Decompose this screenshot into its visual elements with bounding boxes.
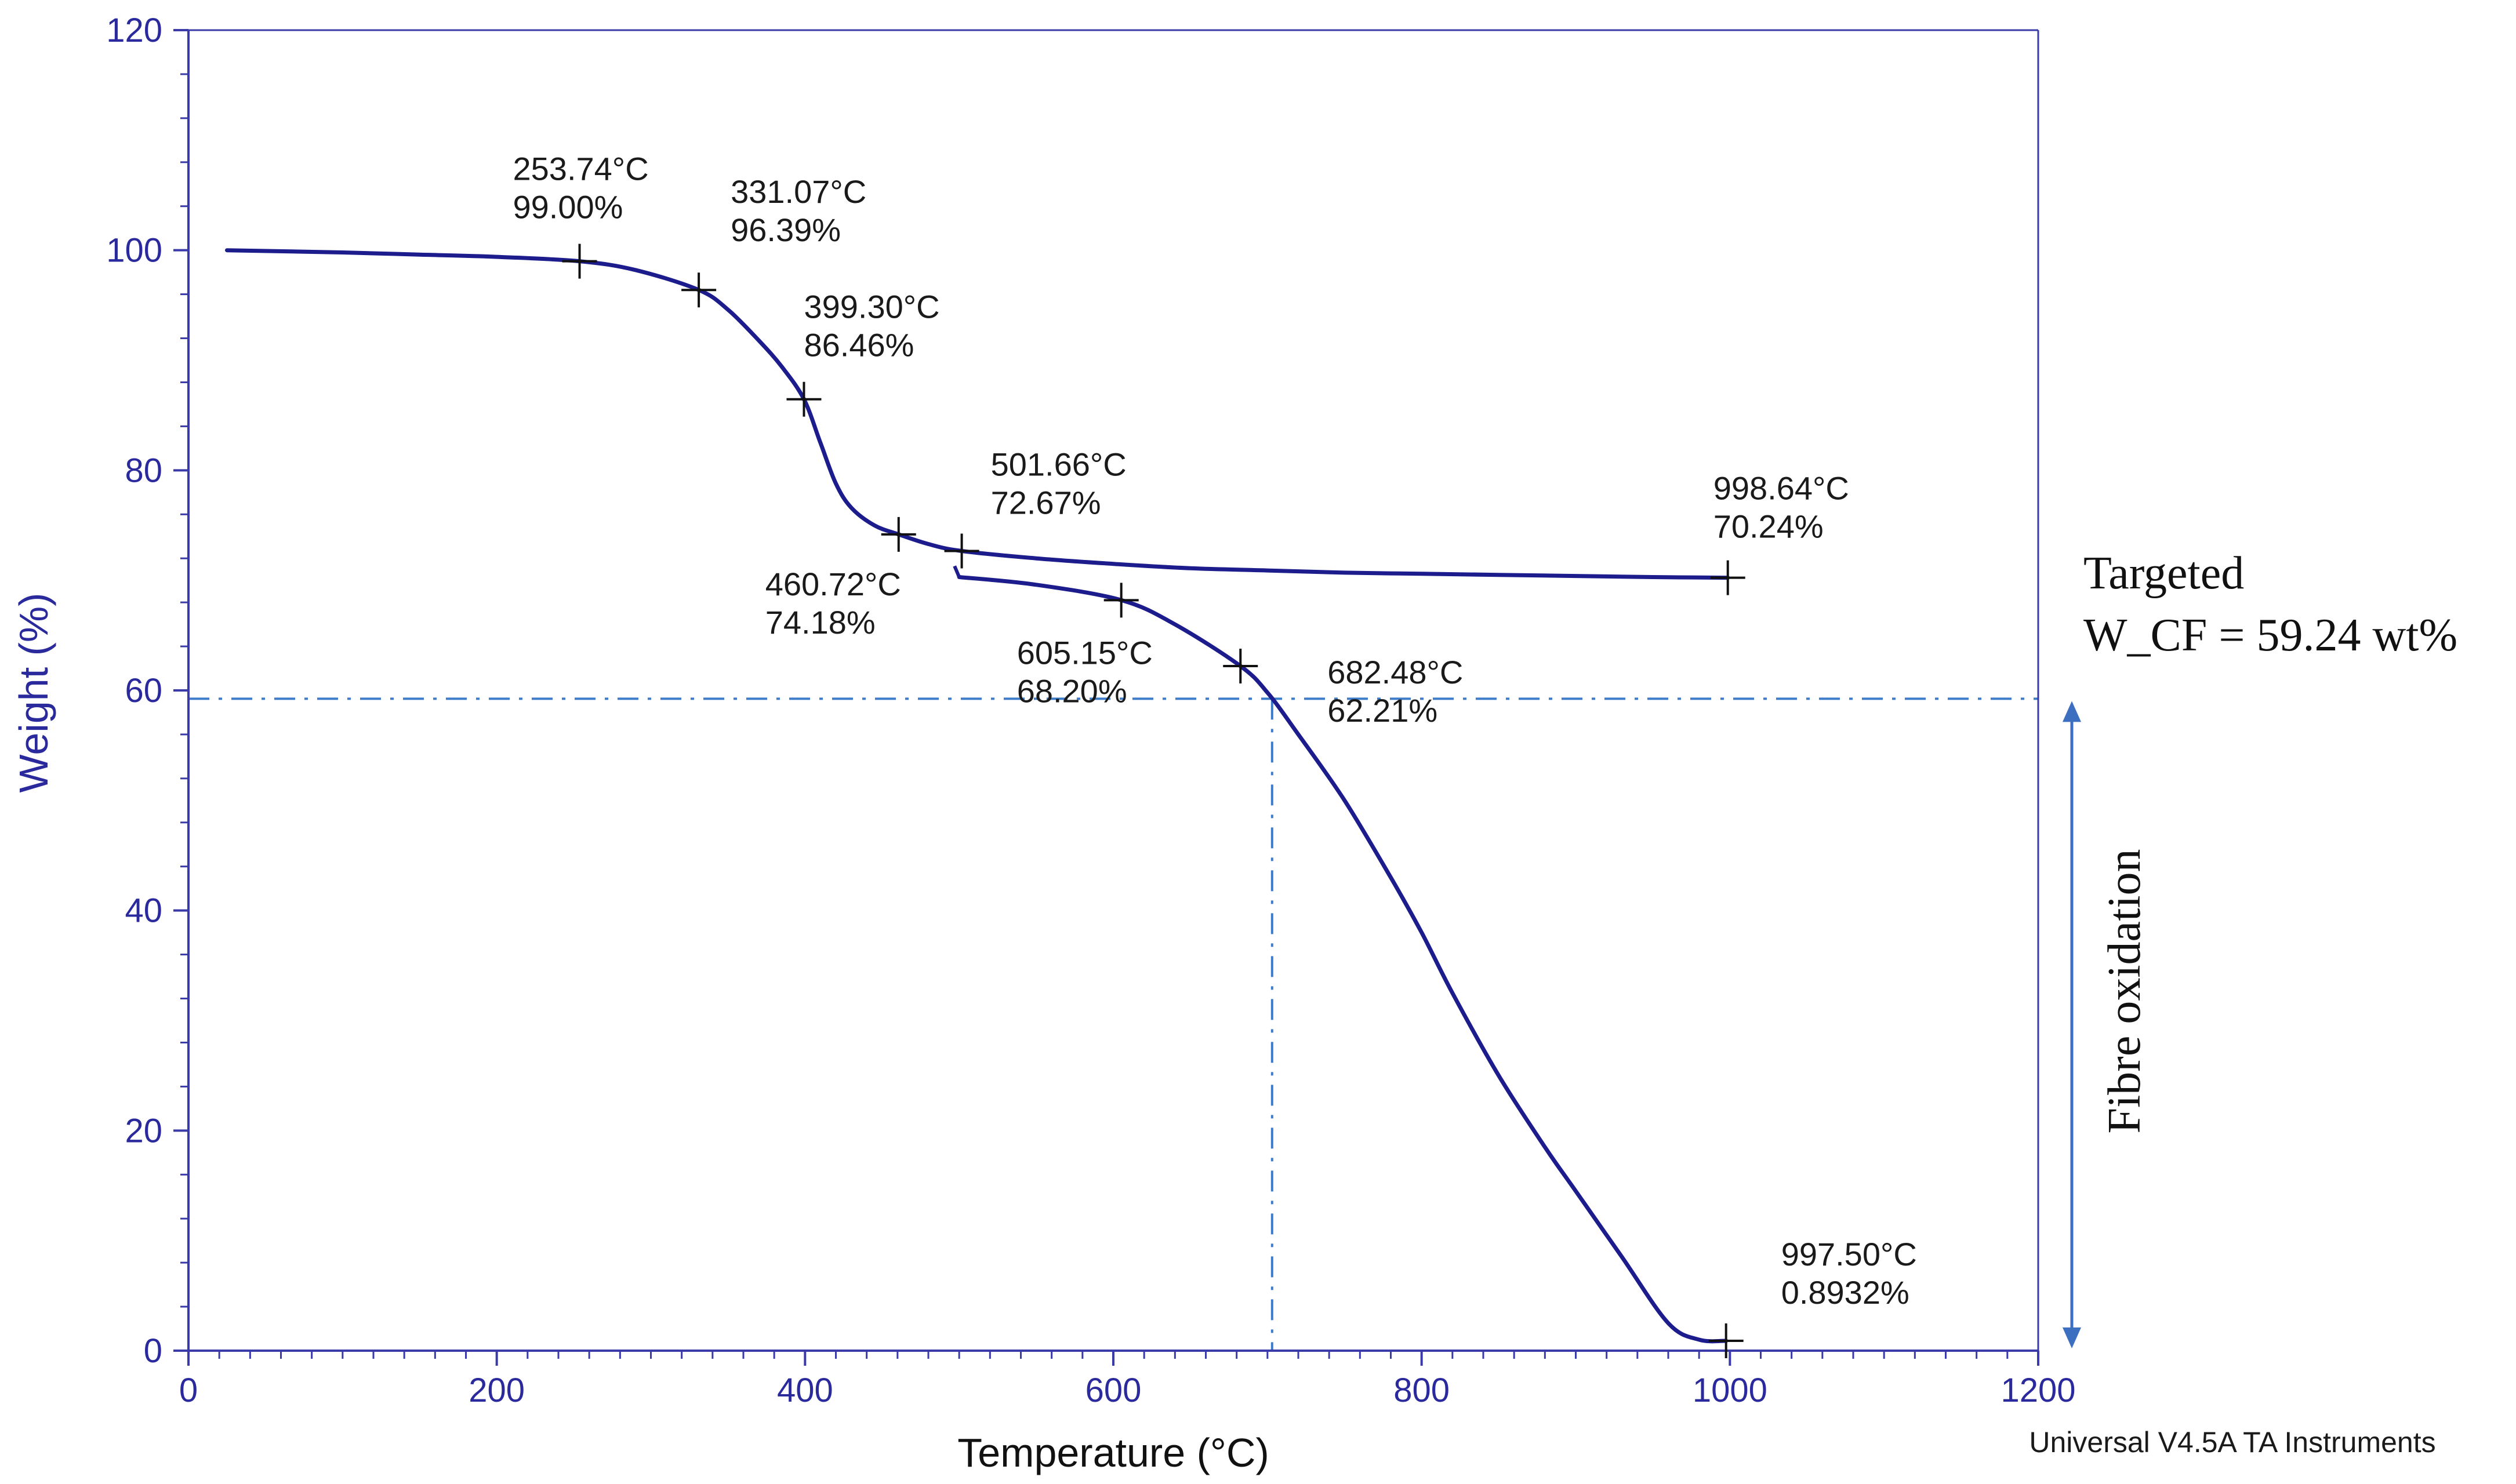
- marker-temperature-label: 399.30°C: [804, 289, 939, 325]
- instrument-credit: Universal V4.5A TA Instruments: [2029, 1426, 2435, 1458]
- series-line-2: [957, 575, 1729, 1344]
- axes: 0 200 400 600 800 1000 1200 0 20 40 60 80 100 120: [106, 12, 2075, 1409]
- marker-temperature-label: 460.72°C: [765, 566, 901, 602]
- y-tick-label: 0: [144, 1332, 162, 1370]
- marker-weight-label: 72.67%: [991, 484, 1101, 521]
- y-axis-title: Weight (%): [11, 593, 56, 793]
- marker-weight-label: 70.24%: [1713, 508, 1824, 545]
- marker-weight-label: 99.00%: [513, 189, 623, 225]
- labels: 253.74°C99.00% 331.07°C96.39% 399.30°C86.4…: [513, 151, 1917, 1311]
- marker-temperature-label: 501.66°C: [991, 446, 1127, 482]
- curve-split-connector: [953, 565, 961, 578]
- marker-weight-label: 68.20%: [1017, 672, 1127, 709]
- y-tick-label: 120: [106, 12, 162, 49]
- marker-weight-label: 62.21%: [1327, 692, 1437, 729]
- x-tick-label: 1200: [2001, 1372, 2075, 1409]
- arrow-head-top: [2063, 701, 2081, 722]
- x-axis-title: Temperature (°C): [957, 1430, 1269, 1475]
- y-tick-label: 20: [125, 1112, 162, 1150]
- x-tick-label: 0: [179, 1372, 198, 1409]
- marker-temperature-label: 998.64°C: [1713, 470, 1849, 507]
- markers: [562, 243, 1745, 1359]
- marker-temperature-label: 605.15°C: [1017, 634, 1153, 671]
- y-tick-label: 80: [125, 452, 162, 489]
- y-tick-label: 60: [125, 672, 162, 710]
- y-tick-label: 100: [106, 232, 162, 270]
- targeted-note-line2: W_CF = 59.24 wt%: [2083, 610, 2457, 661]
- x-tick-label: 1000: [1693, 1372, 1767, 1409]
- marker-temperature-label: 331.07°C: [731, 173, 866, 210]
- marker-temperature-label: 682.48°C: [1327, 654, 1463, 690]
- marker-temperature-label: 253.74°C: [513, 151, 649, 187]
- marker-weight-label: 74.18%: [765, 604, 876, 641]
- marker-weight-label: 96.39%: [731, 212, 841, 248]
- marker-temperature-label: 997.50°C: [1781, 1236, 1917, 1272]
- y-tick-label: 40: [125, 892, 162, 930]
- x-tick-label: 200: [469, 1372, 525, 1409]
- x-tick-label: 600: [1085, 1372, 1142, 1409]
- marker-weight-label: 86.46%: [804, 327, 914, 363]
- reference-lines: [188, 697, 2081, 1351]
- targeted-note-line1: Targeted: [2083, 548, 2244, 599]
- marker-weight-label: 0.8932%: [1781, 1274, 1909, 1311]
- x-tick-label: 800: [1393, 1372, 1450, 1409]
- fibre-oxidation-label: Fibre oxidation: [2099, 849, 2150, 1133]
- x-tick-label: 400: [777, 1372, 833, 1409]
- arrow-head-bottom: [2063, 1327, 2081, 1348]
